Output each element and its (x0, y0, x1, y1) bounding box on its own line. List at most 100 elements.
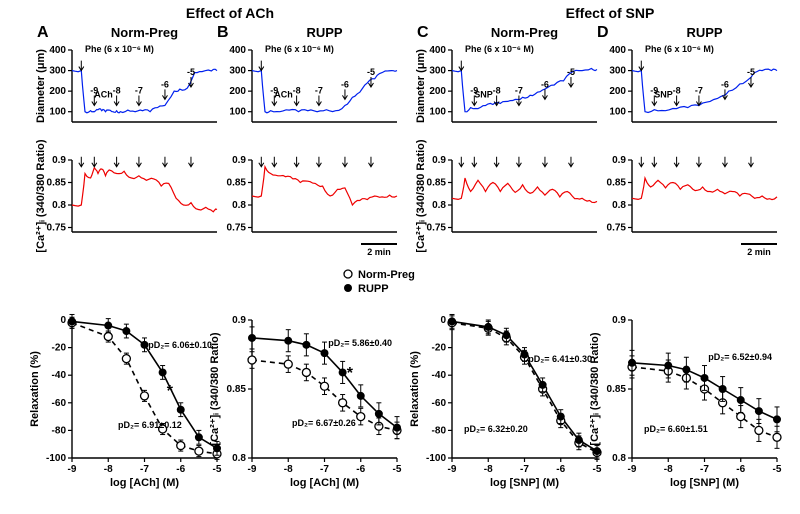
label: 0.9 (52, 155, 66, 166)
xlabel: log [ACh] (M) (290, 477, 359, 489)
arrow (136, 157, 141, 167)
label: 200 (429, 86, 446, 97)
xlabel: log [ACh] (M) (110, 477, 179, 489)
arrow (748, 157, 753, 167)
trace (72, 168, 217, 212)
xlabel: log [SNP] (M) (490, 477, 559, 489)
arrow (494, 157, 499, 167)
label: 0.75 (227, 223, 247, 234)
label: 0.8 (432, 200, 446, 211)
label: 0.9 (612, 315, 626, 326)
label: 0.75 (427, 223, 447, 234)
arrow (494, 96, 499, 106)
label: 100 (229, 107, 246, 118)
arrow (136, 96, 141, 106)
arrow (696, 157, 701, 167)
arrow (259, 157, 264, 167)
effect-snp: Effect of SNP (566, 5, 655, 21)
dose: -6 (721, 79, 729, 89)
arrow (316, 96, 321, 106)
dose: -8 (493, 86, 501, 96)
ylabel: Diameter (μm) (35, 49, 47, 123)
dose: -6 (161, 79, 169, 89)
label: 0.8 (232, 453, 246, 464)
label: -9 (68, 464, 77, 475)
trace (252, 167, 397, 205)
label: -60 (432, 398, 447, 409)
point-open (339, 399, 347, 407)
arrow (674, 157, 679, 167)
agonist: Phe (6 x 10⁻⁶ M) (265, 44, 334, 54)
label: -8 (484, 464, 493, 475)
label: 0.75 (47, 223, 67, 234)
arrow (516, 96, 521, 106)
point-closed (302, 341, 310, 349)
ylabel: Relaxation (%) (409, 351, 421, 427)
arrow (639, 157, 644, 167)
label: -60 (52, 398, 67, 409)
label: 0.8 (612, 453, 626, 464)
pd2: pD₂= 6.91±0.12 (118, 420, 182, 430)
dose: -5 (367, 67, 375, 77)
panel-title: Norm-Preg (111, 25, 178, 40)
point-closed (593, 447, 601, 455)
arrow (342, 89, 347, 99)
point-open (195, 447, 203, 455)
label: -40 (52, 370, 67, 381)
legend-open-label: Norm-Preg (358, 269, 415, 281)
label: 0.85 (227, 178, 247, 189)
arrow (188, 157, 193, 167)
label: -9 (248, 464, 257, 475)
arrow (639, 61, 644, 71)
dose: -7 (695, 86, 703, 96)
legend-open (344, 270, 352, 278)
label: -9 (628, 464, 637, 475)
arrow (162, 89, 167, 99)
pd2: pD₂= 5.86±0.40 (328, 338, 392, 348)
arrow (568, 77, 573, 87)
dose: -9 (90, 86, 98, 96)
point-open (321, 382, 329, 390)
panel-title: Norm-Preg (491, 25, 558, 40)
point-closed (539, 381, 547, 389)
label: 0.85 (607, 384, 627, 395)
label: 300 (229, 66, 246, 77)
label: 0.8 (612, 200, 626, 211)
point-closed (68, 317, 76, 325)
point-open (104, 333, 112, 341)
label: -40 (432, 370, 447, 381)
label: 300 (49, 66, 66, 77)
arrow (652, 157, 657, 167)
point-open (357, 413, 365, 421)
label: 400 (609, 45, 626, 56)
dose: -5 (567, 67, 575, 77)
point-closed (104, 322, 112, 330)
arrow (542, 157, 547, 167)
label: -7 (520, 464, 529, 475)
label: -6 (176, 464, 185, 475)
label: 0.85 (427, 178, 447, 189)
label: 0.8 (52, 200, 66, 211)
label: 0.75 (607, 223, 627, 234)
label: 0.85 (47, 178, 67, 189)
label: -100 (426, 453, 446, 464)
point-closed (339, 368, 347, 376)
dose: -6 (541, 79, 549, 89)
arrow (368, 157, 373, 167)
arrow (114, 96, 119, 106)
label: 0.9 (232, 315, 246, 326)
figure: Effect of AChEffect of SNPANorm-Preg1002… (0, 0, 800, 514)
label: 0.85 (227, 384, 247, 395)
legend-closed-label: RUPP (358, 283, 389, 295)
label: -8 (104, 464, 113, 475)
arrow (516, 157, 521, 167)
label: -7 (320, 464, 329, 475)
label: 0 (440, 315, 446, 326)
label: 400 (429, 45, 446, 56)
label: -20 (432, 343, 447, 354)
ylabel: [Ca²⁺]ᵢ (340/380 Ratio) (415, 139, 427, 252)
point-closed (773, 415, 781, 423)
agonist: Phe (6 x 10⁻⁶ M) (645, 44, 714, 54)
label: 200 (49, 86, 66, 97)
label: 0 (60, 315, 66, 326)
